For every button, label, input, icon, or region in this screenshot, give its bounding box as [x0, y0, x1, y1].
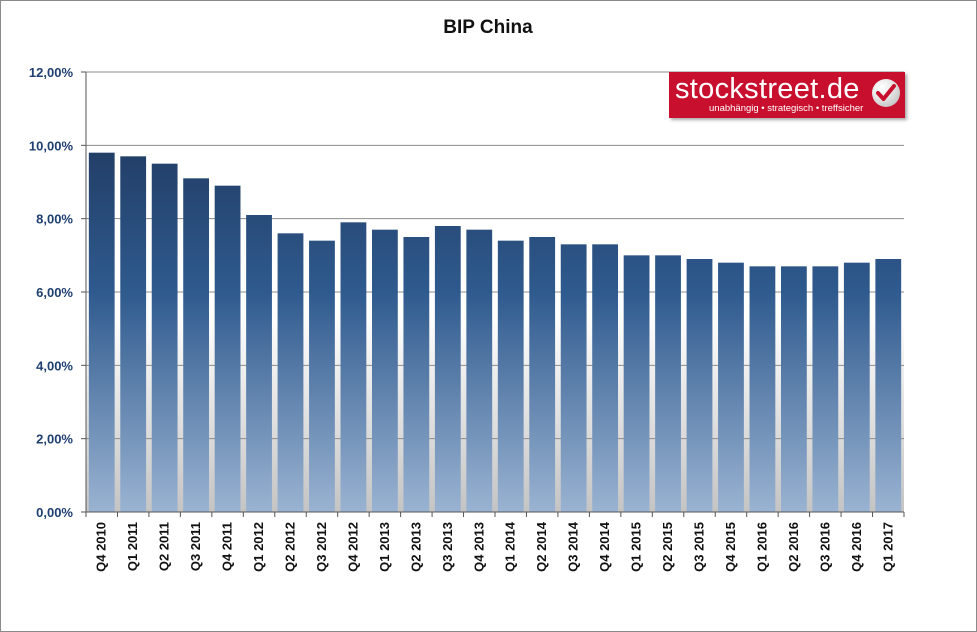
x-tick-label: Q4 2013 [471, 522, 486, 572]
x-tick-label: Q4 2015 [723, 522, 738, 572]
bar [88, 152, 115, 513]
bar [655, 255, 681, 512]
bar [560, 244, 587, 512]
x-tick-label: Q2 2013 [408, 522, 423, 572]
logo-name: stockstreet.de [675, 73, 860, 105]
x-tick-label: Q4 2012 [345, 522, 360, 572]
x-tick-label: Q1 2017 [880, 522, 895, 572]
x-tick-label: Q1 2014 [503, 521, 518, 572]
bar [340, 222, 367, 512]
y-tick-label: 0,00% [36, 505, 73, 520]
x-tick-label: Q3 2011 [188, 522, 203, 571]
bars [88, 152, 902, 513]
bar [466, 229, 493, 513]
bar [120, 156, 147, 512]
bar [151, 163, 178, 513]
y-tick-label: 6,00% [36, 285, 73, 300]
bar [529, 237, 556, 512]
y-axis-ticks: 0,00% 2,00% 4,00% 6,00% 8,00% 10,00% 12,00% [29, 65, 86, 520]
bar [309, 240, 335, 513]
x-tick-label: Q4 2010 [94, 522, 109, 572]
x-tick-label: Q1 2015 [629, 522, 644, 572]
bar [749, 266, 776, 512]
bar [277, 233, 304, 512]
y-tick-label: 8,00% [36, 212, 73, 227]
y-tick-label: 12,00% [29, 65, 74, 80]
stockstreet-logo: stockstreet.de unabhängig • strategisch … [669, 72, 905, 118]
x-tick-label: Q2 2014 [534, 521, 549, 572]
logo-tagline: unabhängig • strategisch • treffsicher [709, 103, 864, 114]
x-tick-label: Q3 2014 [566, 521, 581, 572]
bar [371, 229, 398, 513]
bar [497, 240, 524, 513]
checkmark-icon [872, 79, 900, 107]
x-tick-label: Q2 2012 [283, 522, 298, 572]
x-tick-label: Q3 2012 [314, 522, 329, 572]
bar [623, 255, 650, 512]
bar [592, 244, 619, 512]
x-tick-label: Q1 2012 [251, 522, 266, 572]
bar [403, 237, 430, 512]
bar [780, 266, 807, 512]
x-tick-label: Q1 2011 [125, 522, 140, 571]
x-tick-label: Q2 2015 [660, 522, 675, 572]
chart-title: BIP China [443, 17, 533, 38]
bar [214, 185, 241, 513]
x-tick-label: Q2 2016 [786, 522, 801, 572]
x-tick-label: Q1 2013 [377, 522, 392, 572]
x-tick-label: Q3 2016 [817, 522, 832, 572]
bar [812, 266, 839, 512]
bar [875, 259, 902, 512]
x-axis-ticks: Q4 2010 Q1 2011 Q2 2011 Q3 2011 Q4 2011 Q1 20… [85, 512, 905, 572]
bar [183, 178, 210, 512]
x-tick-label: Q1 2016 [754, 522, 769, 572]
x-tick-label: Q4 2011 [220, 522, 235, 571]
y-tick-label: 4,00% [36, 358, 73, 373]
bar [434, 226, 461, 512]
bar [246, 215, 272, 512]
bar [686, 259, 713, 512]
bar [718, 262, 744, 512]
x-tick-label: Q3 2015 [692, 522, 707, 572]
y-tick-label: 2,00% [36, 432, 73, 447]
x-tick-label: Q2 2011 [157, 522, 172, 571]
x-tick-label: Q4 2016 [849, 522, 864, 572]
y-tick-label: 10,00% [29, 138, 74, 153]
x-tick-label: Q3 2013 [440, 522, 455, 572]
bar [843, 262, 870, 512]
x-tick-label: Q4 2014 [597, 521, 612, 572]
